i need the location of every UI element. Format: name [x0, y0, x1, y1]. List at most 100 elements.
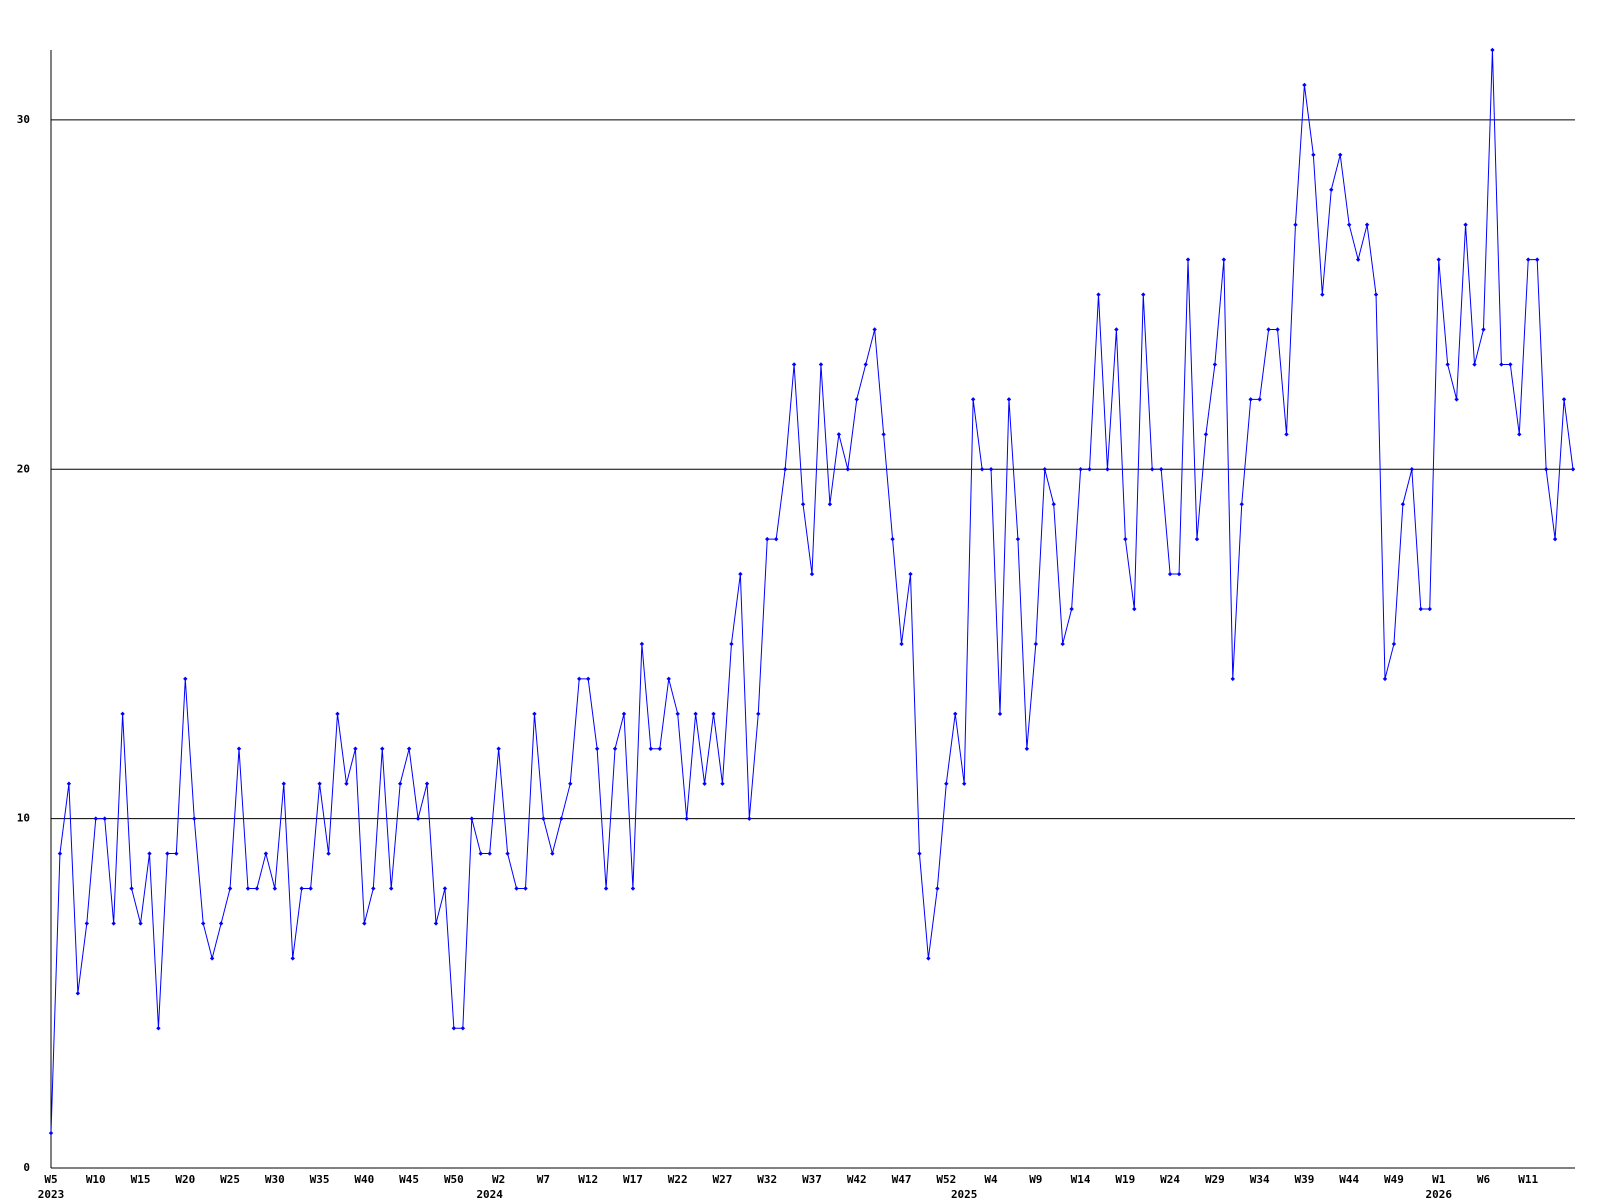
x-tick-label: W17: [623, 1173, 643, 1186]
data-point: [353, 746, 358, 751]
x-tick-label: W42: [847, 1173, 867, 1186]
data-point: [165, 851, 170, 856]
data-point: [129, 886, 134, 891]
data-point: [1078, 467, 1083, 472]
data-point: [1051, 501, 1056, 507]
data-point: [684, 816, 689, 821]
data-point: [183, 676, 188, 682]
data-point: [863, 362, 868, 367]
data-point: [988, 467, 994, 472]
x-tick-label: W29: [1205, 1173, 1225, 1186]
data-point: [1329, 187, 1334, 192]
x-tick-label: W32: [757, 1173, 777, 1186]
data-point: [568, 781, 573, 786]
x-year-label: 2025: [951, 1188, 978, 1200]
data-point: [711, 711, 716, 717]
x-year-label: 2023: [38, 1188, 65, 1200]
data-point: [773, 536, 779, 542]
data-point: [1320, 292, 1325, 297]
data-point: [1024, 746, 1030, 751]
data-point: [594, 746, 600, 751]
x-tick-label: W24: [1160, 1173, 1180, 1186]
data-point: [1445, 362, 1450, 367]
data-point: [585, 676, 591, 682]
x-tick-label: W11: [1518, 1173, 1538, 1186]
data-point: [505, 851, 510, 856]
data-point: [174, 851, 179, 856]
data-point: [254, 886, 260, 891]
data-point: [156, 1026, 161, 1031]
data-point: [648, 746, 654, 751]
data-point: [523, 886, 528, 891]
data-point: [201, 921, 206, 926]
data-point: [1284, 432, 1289, 437]
data-point: [406, 746, 412, 751]
data-point: [532, 711, 537, 717]
x-tick-label: W15: [131, 1173, 151, 1186]
x-tick-label: W34: [1250, 1173, 1270, 1186]
x-year-label: 2024: [476, 1188, 503, 1200]
x-tick-label: W39: [1294, 1173, 1314, 1186]
data-point: [612, 746, 618, 751]
data-point: [621, 711, 627, 717]
data-point: [1221, 257, 1227, 262]
data-point: [1346, 222, 1352, 227]
data-point: [147, 851, 152, 856]
x-tick-label: W35: [310, 1173, 330, 1186]
data-point: [1427, 606, 1432, 612]
data-point: [1499, 362, 1504, 367]
data-point: [415, 816, 421, 821]
data-point: [371, 886, 376, 891]
data-point: [702, 781, 707, 786]
data-point: [460, 1026, 466, 1031]
data-point: [657, 746, 662, 751]
data-point: [263, 851, 269, 856]
data-point: [845, 467, 851, 472]
data-point: [1302, 82, 1307, 88]
data-point: [1069, 606, 1074, 612]
data-point: [800, 501, 806, 507]
data-point: [970, 397, 976, 402]
data-point: [908, 571, 913, 577]
data-point: [782, 467, 788, 472]
x-tick-label: W1: [1432, 1173, 1446, 1186]
x-tick-label: W5: [44, 1173, 57, 1186]
data-point: [890, 536, 895, 542]
data-point: [1526, 257, 1531, 262]
data-point: [192, 816, 197, 821]
data-point: [693, 711, 698, 717]
data-point: [397, 781, 403, 786]
data-point: [997, 711, 1003, 717]
data-point: [1087, 467, 1092, 472]
x-tick-label: W7: [537, 1173, 550, 1186]
data-point: [962, 781, 967, 786]
data-point: [1373, 292, 1379, 297]
data-point: [1257, 397, 1262, 402]
data-point: [1338, 152, 1343, 158]
data-point: [953, 711, 958, 717]
data-point: [245, 886, 251, 891]
data-point: [1158, 467, 1164, 472]
data-point: [1364, 222, 1370, 227]
data-point: [380, 746, 385, 751]
data-point: [308, 886, 313, 891]
data-point: [344, 781, 349, 786]
data-point: [1203, 432, 1209, 437]
data-point: [1481, 327, 1486, 332]
data-point: [1176, 571, 1182, 577]
data-point: [1105, 467, 1110, 472]
data-point: [854, 397, 859, 402]
x-tick-label: W6: [1477, 1173, 1491, 1186]
data-point: [666, 676, 671, 682]
data-point: [290, 956, 295, 961]
data-point: [729, 641, 734, 647]
data-point: [1517, 432, 1522, 437]
data-point: [577, 676, 582, 682]
data-point: [478, 851, 483, 856]
data-point: [1311, 152, 1316, 158]
data-point: [1436, 257, 1441, 262]
y-tick-label: 10: [17, 812, 30, 825]
data-point: [1391, 641, 1397, 647]
data-point: [720, 781, 725, 786]
x-tick-label: W9: [1029, 1173, 1042, 1186]
